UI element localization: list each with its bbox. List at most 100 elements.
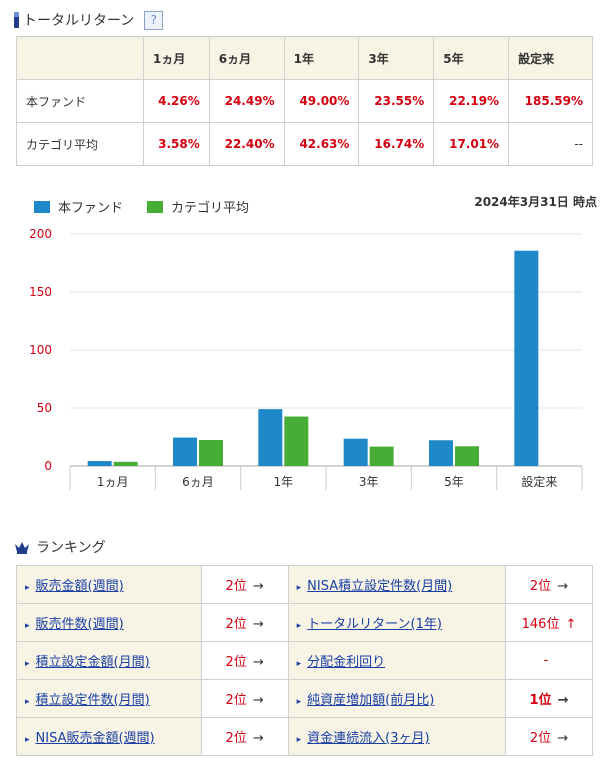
ranking-rank: - xyxy=(505,641,593,680)
ranking-row: 販売件数(週間) 2位 → トータルリターン(1年) 146位 ↑ xyxy=(16,603,593,642)
returns-header-cell: 1年 xyxy=(283,36,360,80)
bar-fund xyxy=(87,461,112,466)
chart-legend: 本ファンド カテゴリ平均 xyxy=(34,197,249,216)
rank-value: 2位 xyxy=(225,731,247,746)
ranking-row: 積立設定金額(月間) 2位 → 分配金利回り - xyxy=(16,641,593,680)
ranking-row: NISA販売金額(週間) 2位 → 資金連続流入(3ヶ月) 2位 → xyxy=(16,717,593,756)
bar-fund xyxy=(514,250,539,466)
ranking-rank: 2位 → xyxy=(200,641,289,680)
ranking-rank: 2位 → xyxy=(200,679,289,718)
y-tick-label: 150 xyxy=(29,285,52,299)
ranking-link[interactable]: 販売件数(週間) xyxy=(16,603,202,642)
return-value: 22.40% xyxy=(208,122,285,166)
returns-header-row: 1ヵ月 6ヵ月 1年 3年 5年 設定来 xyxy=(16,36,593,80)
arrow-right-icon: → xyxy=(252,617,264,632)
arrow-right-icon: → xyxy=(557,693,569,708)
ranking-row: 販売金額(週間) 2位 → NISA積立設定件数(月間) 2位 → xyxy=(16,565,593,604)
arrow-right-icon: → xyxy=(252,655,264,670)
ranking-link[interactable]: 純資産増加額(前月比) xyxy=(287,679,507,718)
rank-value: 2位 xyxy=(529,731,552,746)
ranking-rank: 146位 ↑ xyxy=(505,603,593,642)
arrow-right-icon: → xyxy=(252,731,264,746)
ranking-row: 積立設定件数(月間) 2位 → 純資産増加額(前月比) 1位 → xyxy=(16,679,593,718)
x-tick-label: 設定来 xyxy=(521,474,557,489)
rank-value: - xyxy=(543,653,549,668)
return-value: 185.59% xyxy=(508,79,593,123)
return-value: 4.26% xyxy=(143,79,210,123)
return-value: 17.01% xyxy=(433,122,510,166)
ranking-rank: 1位 → xyxy=(505,679,593,718)
arrow-right-icon: → xyxy=(252,693,264,708)
rank-value: 2位 xyxy=(225,617,247,632)
section-bar-icon xyxy=(14,12,19,28)
bar-category xyxy=(284,416,309,466)
bar-category xyxy=(455,446,479,466)
rank-value: 1位 xyxy=(529,693,552,708)
total-return-title: トータルリターン xyxy=(23,13,135,29)
help-icon[interactable]: ? xyxy=(144,10,164,30)
legend-swatch-fund xyxy=(34,200,50,213)
rank-value: 2位 xyxy=(225,693,247,708)
x-tick-label: 5年 xyxy=(444,475,464,489)
ranking-link[interactable]: NISA積立設定件数(月間) xyxy=(287,565,507,604)
return-value: 22.19% xyxy=(433,79,510,123)
arrow-right-icon: → xyxy=(557,731,569,746)
ranking-link[interactable]: NISA販売金額(週間) xyxy=(16,717,202,756)
ranking-link[interactable]: 販売金額(週間) xyxy=(16,565,202,604)
y-tick-label: 200 xyxy=(29,227,52,241)
ranking-link[interactable]: トータルリターン(1年) xyxy=(287,603,507,642)
ranking-link[interactable]: 分配金利回り xyxy=(287,641,507,680)
returns-header-cell: 1ヵ月 xyxy=(143,36,210,80)
returns-header-cell: 5年 xyxy=(433,36,510,80)
bar-category xyxy=(113,461,138,466)
ranking-link[interactable]: 積立設定件数(月間) xyxy=(16,679,202,718)
return-value: 16.74% xyxy=(358,122,435,166)
return-value: 49.00% xyxy=(283,79,360,123)
return-value: -- xyxy=(508,122,593,166)
bar-fund xyxy=(258,409,283,466)
x-tick-label: 1ヵ月 xyxy=(97,475,129,489)
bar-category xyxy=(369,446,394,466)
ranking-rank: 2位 → xyxy=(200,565,289,604)
ranking-rank: 2位 → xyxy=(200,717,289,756)
rank-value: 146位 xyxy=(521,617,560,632)
returns-row-category: カテゴリ平均 3.58% 22.40% 42.63% 16.74% 17.01%… xyxy=(16,122,593,166)
y-tick-label: 100 xyxy=(29,343,52,357)
return-value: 42.63% xyxy=(283,122,360,166)
y-tick-label: 0 xyxy=(44,459,52,473)
bar-fund xyxy=(173,437,197,466)
bar-category xyxy=(199,440,223,466)
legend-label-fund: 本ファンド xyxy=(58,201,124,216)
rank-value: 2位 xyxy=(225,655,247,670)
returns-header-cell: 3年 xyxy=(358,36,435,80)
returns-bar-chart: 0 50 100 150 200 1ヵ月 6ヵ月 1年 3年 5年 設定来 xyxy=(29,227,583,490)
ranking-link[interactable]: 資金連続流入(3ヶ月) xyxy=(287,717,507,756)
returns-table: 1ヵ月 6ヵ月 1年 3年 5年 設定来 本ファンド 4.26% 24.49% … xyxy=(16,36,593,166)
ranking-rank: 2位 → xyxy=(200,603,289,642)
y-tick-label: 50 xyxy=(37,401,52,415)
ranking-link[interactable]: 積立設定金額(月間) xyxy=(16,641,202,680)
rank-value: 2位 xyxy=(225,579,247,594)
x-tick-label: 6ヵ月 xyxy=(182,475,214,489)
arrow-right-icon: → xyxy=(252,579,264,594)
as-of-date: 2024年3月31日 時点 xyxy=(474,195,597,209)
returns-header-cell xyxy=(16,36,144,80)
return-value: 23.55% xyxy=(358,79,435,123)
ranking-rank: 2位 → xyxy=(505,717,593,756)
arrow-right-icon: → xyxy=(557,579,569,594)
return-value: 24.49% xyxy=(208,79,285,123)
bar-fund xyxy=(429,440,453,466)
return-value: 3.58% xyxy=(143,122,210,166)
arrow-up-icon: ↑ xyxy=(565,617,577,632)
ranking-table: 販売金額(週間) 2位 → NISA積立設定件数(月間) 2位 → 販売件数(週間)… xyxy=(16,565,593,756)
returns-row-label: 本ファンド xyxy=(16,79,144,123)
total-return-header: トータルリターン ? xyxy=(14,10,164,30)
returns-row-label: カテゴリ平均 xyxy=(16,122,144,166)
crown-icon xyxy=(15,542,29,554)
ranking-title: ランキング xyxy=(36,540,106,556)
x-tick-label: 1年 xyxy=(274,475,294,489)
legend-swatch-category xyxy=(147,200,164,213)
rank-value: 2位 xyxy=(529,579,552,594)
bar-fund xyxy=(343,438,368,466)
legend-label-category: カテゴリ平均 xyxy=(171,201,250,216)
